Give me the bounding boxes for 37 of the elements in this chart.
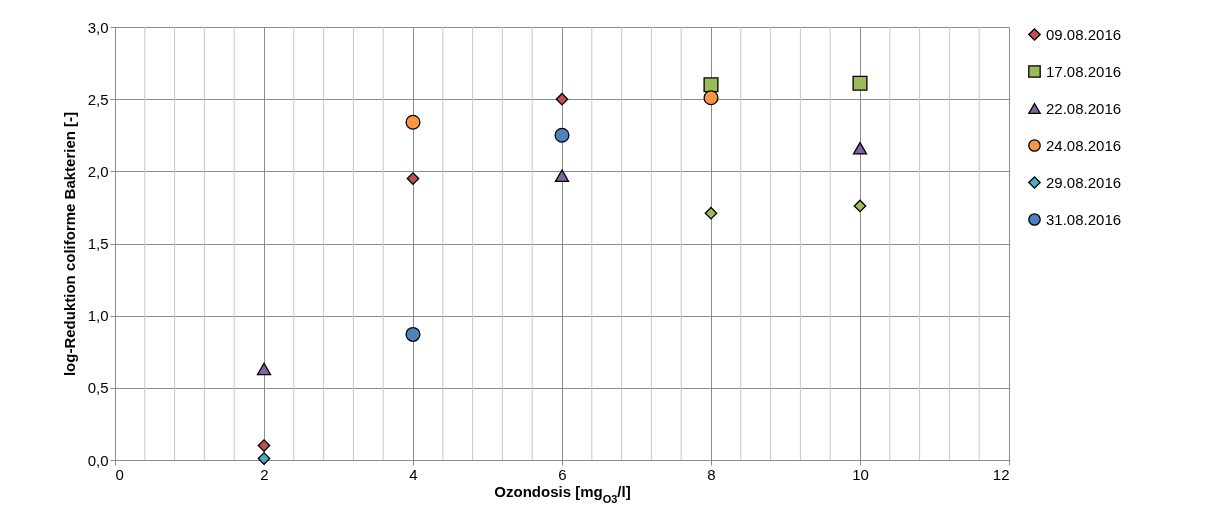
point (405, 114, 421, 130)
y-tick-label: 3,0 (87, 18, 109, 36)
point (852, 141, 868, 155)
x-axis-title: Ozondosis [mg$_{O3}$/l] (494, 482, 631, 505)
y-tick-label: 2,5 (87, 90, 109, 108)
y-tick-label: 1,0 (87, 307, 109, 325)
y-axis-title: log-Reduktion coliforme Bakterien [-] (60, 111, 78, 377)
x-tick-label: 8 (707, 465, 716, 483)
y-tick-label: 2,0 (87, 162, 109, 180)
x-tick-label: 6 (558, 465, 567, 483)
point (405, 326, 421, 342)
legend-label: 31.08.2016 (1046, 210, 1122, 228)
point (704, 206, 718, 220)
point (703, 90, 719, 106)
point (554, 169, 570, 182)
legend-label: 17.08.2016 (1046, 62, 1122, 80)
point (853, 199, 867, 213)
x-tick-label: 10 (852, 465, 869, 483)
point (256, 362, 272, 376)
legend-label: 22.08.2016 (1046, 99, 1122, 117)
point (703, 77, 719, 93)
point (257, 439, 271, 452)
y-tick-label: 0,0 (87, 451, 109, 469)
point (555, 92, 569, 106)
x-tick-label: 0 (115, 465, 124, 483)
y-tick-label: 0,5 (87, 379, 109, 397)
point (257, 452, 271, 465)
point (554, 127, 570, 143)
y-tick-label: 1,5 (87, 235, 109, 252)
x-tick-label: 4 (409, 465, 418, 483)
legend-label: 29.08.2016 (1046, 173, 1122, 191)
point (406, 172, 420, 185)
legend-label: 09.08.2016 (1046, 25, 1122, 43)
x-tick-label: 12 (992, 465, 1010, 483)
x-tick-label: 2 (260, 465, 269, 483)
legend-label: 24.08.2016 (1046, 136, 1122, 154)
point (852, 75, 868, 91)
